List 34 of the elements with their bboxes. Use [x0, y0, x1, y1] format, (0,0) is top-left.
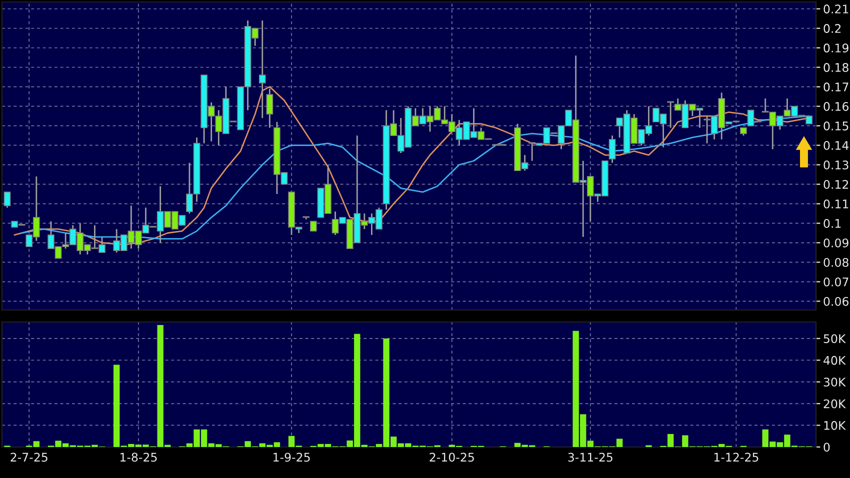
candlestick — [667, 101, 674, 128]
y-tick-label: 0.1 — [824, 218, 841, 228]
y-tick-label: 10K — [824, 421, 846, 430]
x-tick-label: 2-10-25 — [430, 452, 474, 462]
x-tick-label: 1-12-25 — [714, 452, 758, 462]
y-tick-label: 0 — [824, 442, 830, 452]
candlestick — [4, 191, 11, 208]
y-tick-label: 0.2 — [824, 24, 841, 33]
y-tick-label: 0.06 — [824, 296, 848, 306]
y-tick-label: 0.08 — [824, 258, 848, 267]
y-tick-label: 50K — [824, 334, 846, 344]
y-tick-label: 0.07 — [824, 277, 848, 286]
y-tick-label: 0.14 — [824, 141, 849, 150]
x-tick-label: 1-8-25 — [120, 452, 157, 462]
y-tick-label: 40K — [824, 356, 846, 365]
candlestick — [258, 20, 266, 119]
y-tick-label: 0.21 — [824, 4, 848, 14]
y-tick-label: 0.13 — [824, 160, 848, 170]
candlestick — [266, 88, 274, 128]
y-tick-label: 0.18 — [824, 63, 848, 72]
y-tick-label: 0.09 — [824, 238, 848, 248]
candlestick — [310, 220, 317, 232]
x-tick-label: 2-7-25 — [10, 452, 48, 462]
x-tick-label: 1-9-25 — [274, 452, 310, 462]
y-tick-label: 20K — [824, 399, 846, 408]
y-tick-label: 0.16 — [824, 102, 848, 111]
x-tick-label: 3-11-25 — [568, 452, 612, 462]
candlestick — [608, 134, 616, 164]
y-tick-label: 0.11 — [824, 199, 848, 208]
y-tick-label: 30K — [824, 378, 846, 387]
y-tick-label: 0.12 — [824, 180, 848, 189]
y-tick-label: 0.17 — [824, 82, 848, 92]
y-tick-label: 0.15 — [824, 122, 848, 130]
y-tick-label: 0.19 — [824, 44, 848, 52]
